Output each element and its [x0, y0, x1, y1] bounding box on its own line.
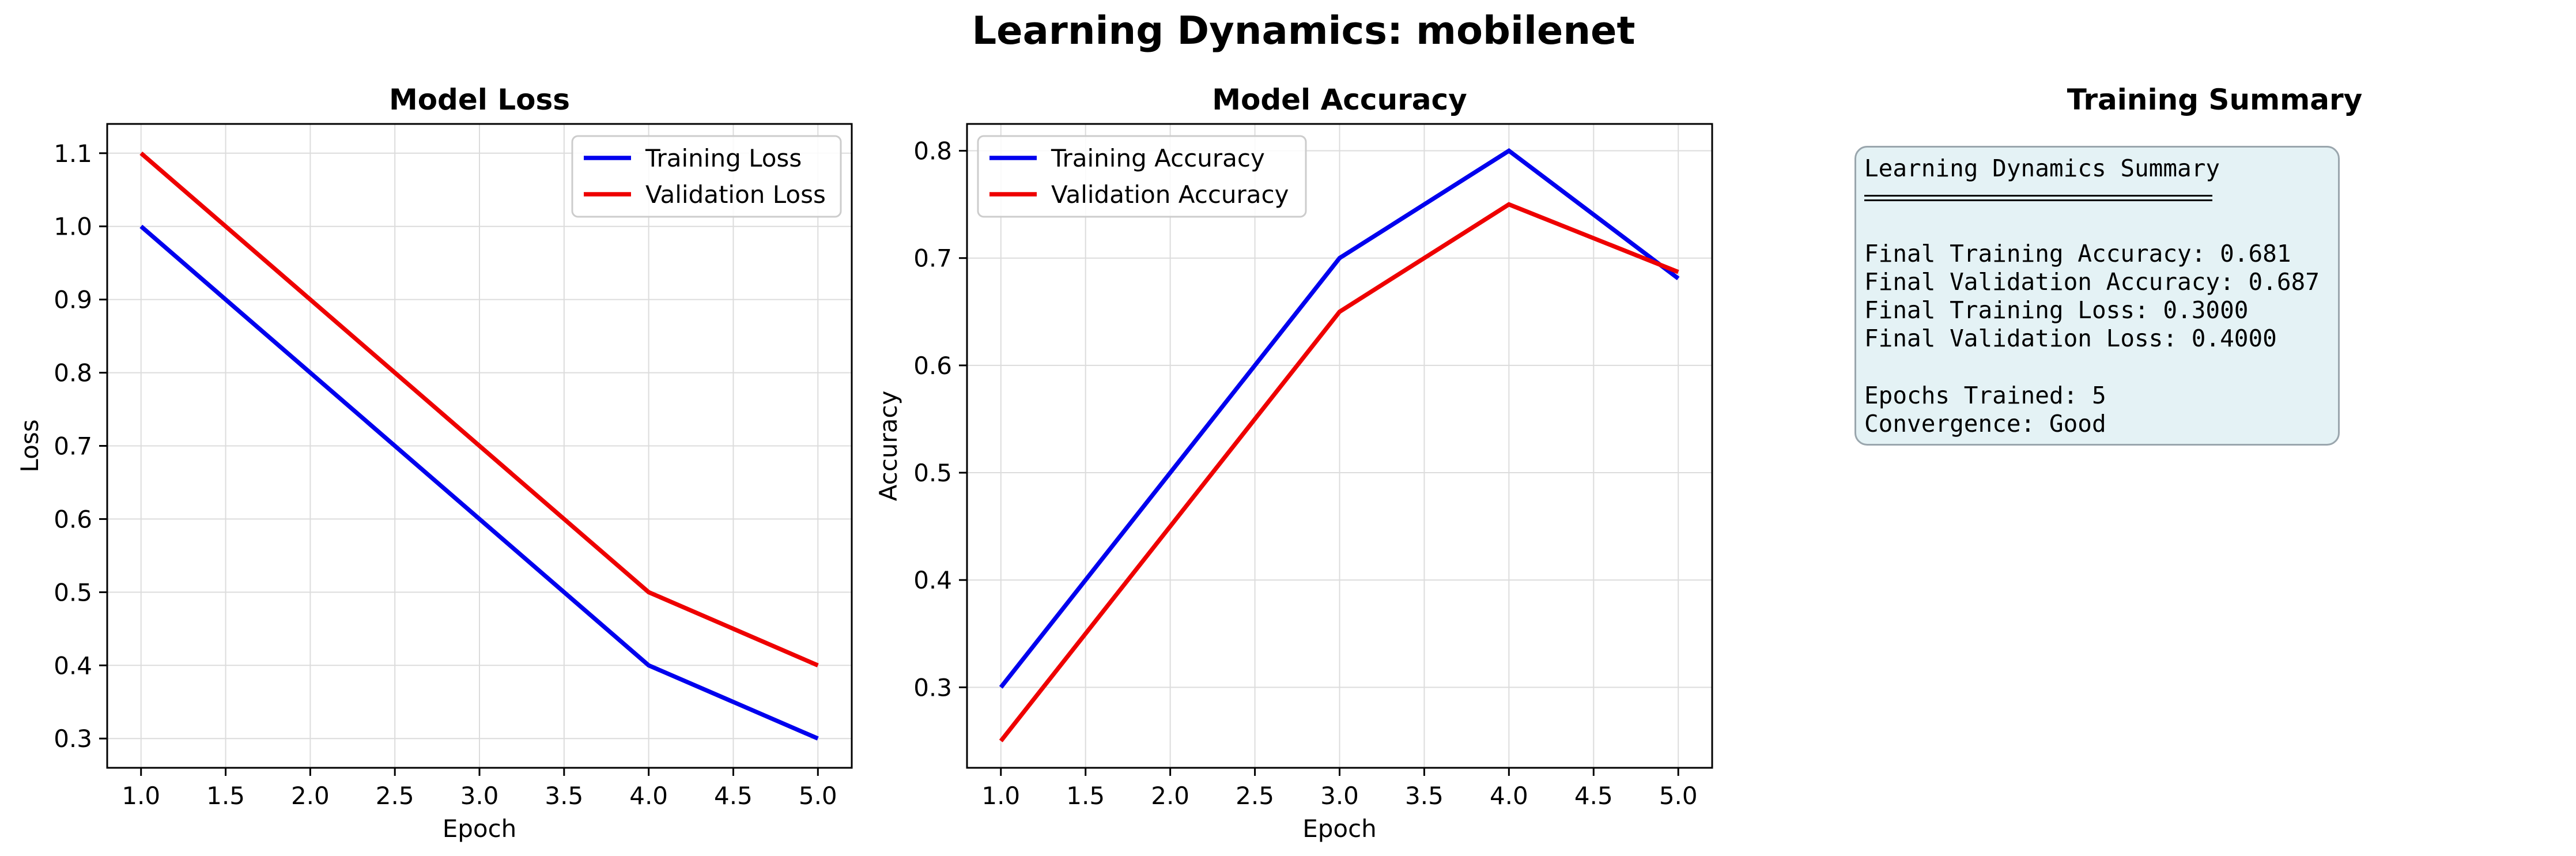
legend-box [977, 135, 1307, 218]
x-tick-label: 1.0 [122, 782, 160, 810]
x-tick-label: 1.5 [1066, 782, 1105, 810]
y-tick-label: 1.0 [54, 213, 92, 241]
chart-title: Model Accuracy [1212, 83, 1467, 116]
y-tick-label: 1.1 [54, 139, 92, 168]
x-tick-label: 5.0 [799, 782, 837, 810]
legend-label: Validation Accuracy [1051, 180, 1289, 209]
y-tick-label: 0.3 [54, 725, 92, 753]
x-tick-label: 4.5 [714, 782, 753, 810]
x-tick-label: 2.5 [376, 782, 414, 810]
y-tick-label: 0.3 [913, 673, 952, 702]
x-tick-label: 2.5 [1236, 782, 1274, 810]
y-tick-label: 0.4 [54, 651, 92, 680]
x-tick-label: 5.0 [1659, 782, 1698, 810]
series-line-training [139, 224, 819, 741]
y-tick-label: 0.5 [913, 459, 952, 487]
y-tick-label: 0.6 [913, 352, 952, 380]
x-tick-label: 2.0 [1151, 782, 1189, 810]
figure-suptitle: Learning Dynamics: mobilenet [972, 8, 1635, 53]
summary-line: Convergence: Good [1864, 410, 2106, 438]
y-tick-label: 0.7 [913, 244, 952, 273]
x-tick-label: 3.5 [1405, 782, 1444, 810]
chart-title: Model Loss [389, 83, 570, 116]
x-tick-label: 2.0 [291, 782, 330, 810]
x-axis-label: Epoch [443, 814, 517, 843]
legend-label: Validation Loss [645, 180, 826, 209]
x-tick-label: 4.5 [1574, 782, 1613, 810]
x-tick-label: 4.0 [1490, 782, 1528, 810]
x-tick-label: 4.0 [629, 782, 668, 810]
y-tick-label: 0.8 [913, 137, 952, 165]
legend-label: Training Loss [645, 144, 802, 172]
x-tick-label: 3.5 [545, 782, 583, 810]
summary-line: Final Validation Accuracy: 0.687 [1864, 268, 2320, 296]
y-axis-label: Accuracy [874, 391, 902, 501]
series-line-training [999, 148, 1680, 689]
x-tick-label: 1.0 [981, 782, 1020, 810]
summary-line: Final Validation Loss: 0.4000 [1864, 325, 2277, 352]
loss-chart: 1.0 1.5 2.0 2.5 3.0 3.5 4.0 4.5 5.0 0.3 0.4 0.5 0.6 0… [16, 83, 853, 843]
y-tick-label: 0.5 [54, 578, 92, 606]
y-tick-label: 0.7 [54, 432, 92, 461]
accuracy-chart: 1.0 1.5 2.0 2.5 3.0 3.5 4.0 4.5 5.0 0.3 0.4 0.5 0.6 0… [874, 83, 1713, 843]
legend-label: Training Accuracy [1051, 144, 1265, 172]
summary-panel-title: Training Summary [2067, 83, 2362, 116]
legend-box [571, 135, 842, 218]
series-line-validation [999, 202, 1679, 742]
x-axis-label: Epoch [1302, 814, 1377, 843]
summary-line: Final Training Loss: 0.3000 [1864, 296, 2249, 324]
summary-heading: Learning Dynamics Summary [1864, 154, 2220, 182]
x-tick-label: 3.0 [460, 782, 499, 810]
summary-underline [1864, 199, 2212, 201]
x-tick-label: 3.0 [1320, 782, 1359, 810]
x-tick-label: 1.5 [206, 782, 245, 810]
series-line-validation [139, 151, 819, 668]
summary-underline [1864, 195, 2212, 197]
y-tick-label: 0.9 [54, 286, 92, 314]
y-tick-label: 0.6 [54, 505, 92, 533]
y-axis-label: Loss [16, 419, 44, 472]
summary-line: Epochs Trained: 5 [1864, 382, 2106, 409]
y-tick-label: 0.8 [54, 359, 92, 387]
summary-line: Final Training Accuracy: 0.681 [1864, 240, 2291, 267]
y-tick-label: 0.4 [913, 566, 952, 594]
